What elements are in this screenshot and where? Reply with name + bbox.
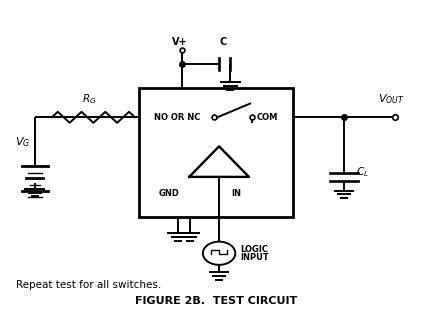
Text: IN: IN bbox=[232, 189, 241, 198]
Text: COM: COM bbox=[257, 113, 278, 122]
Text: LOGIC: LOGIC bbox=[240, 245, 268, 254]
Text: FIGURE 2B.  TEST CIRCUIT: FIGURE 2B. TEST CIRCUIT bbox=[135, 295, 297, 306]
Text: $R_G$: $R_G$ bbox=[82, 92, 96, 106]
Text: $V_{OUT}$: $V_{OUT}$ bbox=[378, 92, 404, 106]
Text: $V_G$: $V_G$ bbox=[15, 135, 31, 149]
Text: V+: V+ bbox=[172, 37, 188, 47]
Text: INPUT: INPUT bbox=[240, 253, 269, 262]
Bar bbox=[139, 88, 293, 216]
Text: C: C bbox=[219, 37, 226, 47]
Text: Repeat test for all switches.: Repeat test for all switches. bbox=[16, 280, 161, 290]
Text: GND: GND bbox=[159, 189, 179, 198]
Text: $C_L$: $C_L$ bbox=[356, 165, 369, 179]
Text: NO OR NC: NO OR NC bbox=[154, 113, 200, 122]
